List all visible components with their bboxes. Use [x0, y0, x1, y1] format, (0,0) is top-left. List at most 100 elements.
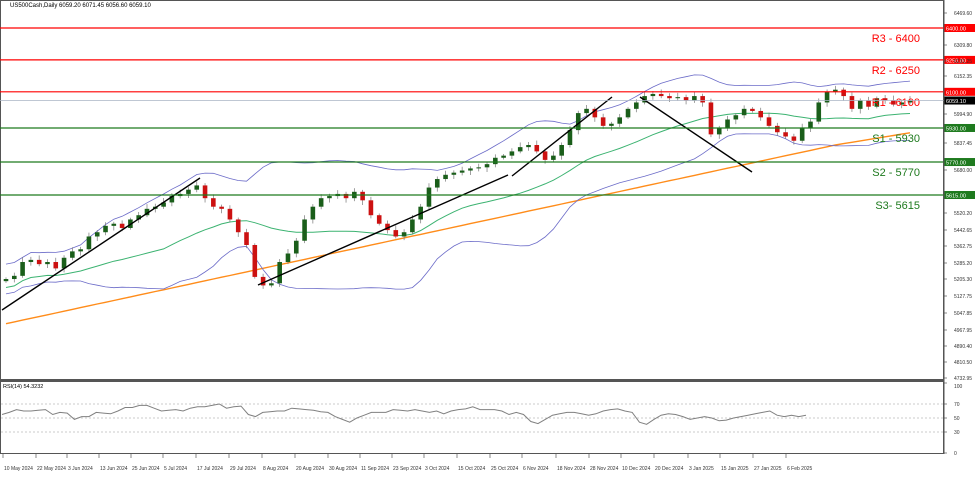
- candle-body: [658, 93, 664, 97]
- candle-body: [559, 145, 564, 156]
- candle-body: [625, 108, 631, 118]
- levels-layer: R3 - 6400 6400.00 R2 - 6250 6250.00 R1 - 610…: [0, 24, 975, 212]
- candle-body: [70, 251, 75, 258]
- candle-body: [144, 208, 150, 216]
- candle-body: [28, 259, 34, 263]
- level-price-tag: [944, 87, 975, 96]
- date-tick-label: 22 May 2024: [37, 466, 66, 472]
- price-tick-label: 5837.45: [954, 141, 972, 147]
- candle-body: [235, 219, 241, 233]
- level-label-r3: R3 - 6400: [872, 33, 920, 45]
- level-label-s2: S2 - 5770: [872, 167, 920, 179]
- candle-body: [758, 110, 764, 118]
- candle-body: [692, 96, 697, 101]
- level-price-text: 5770.00: [946, 161, 966, 167]
- candle-body: [111, 223, 117, 226]
- trendline[interactable]: [1, 177, 201, 311]
- candle-body: [376, 215, 382, 224]
- candle-body: [708, 102, 714, 135]
- date-tick-label: 8 Aug 2024: [263, 466, 289, 472]
- date-tick-label: 27 Jan 2025: [754, 466, 782, 472]
- candle-body: [567, 130, 573, 146]
- candle-body: [434, 179, 440, 188]
- symbol-header: US500Cash,Daily 6059.20 6071.45 6056.60 …: [10, 3, 151, 9]
- level-price-text: 6400.00: [946, 27, 966, 33]
- candle-body: [443, 174, 448, 180]
- trendline[interactable]: [639, 96, 753, 173]
- candle-body: [634, 102, 639, 109]
- candle-body: [526, 145, 531, 148]
- date-tick-label: 15 Oct 2024: [458, 466, 485, 472]
- candle-body: [891, 100, 896, 105]
- rsi-panel-frame: [0, 381, 944, 454]
- trendline[interactable]: [511, 96, 613, 177]
- date-tick-label: 6 Nov 2024: [523, 466, 549, 472]
- level-label-s3: S3- 5615: [875, 200, 920, 212]
- level-label-r2: R2 - 6250: [872, 65, 920, 77]
- date-tick-label: 3 Oct 2024: [425, 466, 450, 472]
- candle-body: [360, 191, 365, 201]
- candle-body: [385, 223, 390, 231]
- candle-body: [683, 97, 689, 101]
- candle-body: [600, 117, 606, 126]
- candle-body: [509, 151, 515, 156]
- bollinger-lower: [5, 133, 911, 295]
- date-tick-label: 29 Jul 2024: [230, 466, 256, 472]
- level-price-text: 5930.00: [946, 126, 966, 132]
- candle-body: [741, 108, 747, 116]
- price-tick-label: 5127.75: [954, 294, 972, 300]
- price-tick-label: 6231.25: [954, 59, 972, 65]
- candle-body: [219, 206, 224, 209]
- date-tick-label: 10 Dec 2024: [622, 466, 651, 472]
- candle-body: [269, 283, 274, 286]
- candle-body: [716, 127, 722, 135]
- price-tick-label: 4732.95: [954, 376, 972, 382]
- trendline[interactable]: [257, 174, 509, 286]
- candle-body: [451, 172, 457, 175]
- candle-body: [667, 96, 672, 99]
- candle-body: [484, 164, 490, 168]
- date-tick-label: 25 Jun 2024: [132, 466, 160, 472]
- rsi-tick-label: 30: [954, 430, 960, 436]
- candle-body: [700, 96, 705, 103]
- price-tick-label: 5205.30: [954, 277, 972, 283]
- date-tick-label: 28 Nov 2024: [590, 466, 619, 472]
- level-price-tag: [944, 123, 975, 132]
- price-tick-label: 5047.85: [954, 311, 972, 317]
- candle-body: [775, 125, 780, 133]
- date-tick-label: 6 Feb 2025: [787, 466, 813, 472]
- candle-body: [799, 127, 805, 141]
- rsi-panel: 100 70 50 30 0: [1, 382, 963, 457]
- candle-body: [36, 259, 42, 265]
- candle-body: [517, 147, 523, 152]
- candle-body: [857, 100, 863, 109]
- date-tick-label: 3 Jan 2025: [689, 466, 714, 472]
- ma-slow-line: [5, 132, 911, 325]
- price-layer: [1, 74, 913, 325]
- date-tick-label: 5 Jul 2024: [164, 466, 187, 472]
- price-tick-label: 5680.00: [954, 168, 972, 174]
- candle-body: [459, 170, 465, 173]
- candle-body: [11, 275, 17, 280]
- candle-body: [866, 100, 871, 107]
- candle-body: [791, 136, 797, 141]
- candle-body: [410, 219, 415, 233]
- date-tick-label: 18 Nov 2024: [557, 466, 586, 472]
- candle-body: [841, 89, 846, 97]
- candle-body: [293, 240, 299, 254]
- level-price-tag: [944, 191, 975, 199]
- level-price-text: 6100.00: [946, 90, 966, 96]
- price-tick-label: 5442.65: [954, 228, 972, 234]
- level-price-text: 5615.00: [946, 194, 966, 200]
- candle-body: [277, 262, 282, 284]
- candle-body: [260, 276, 266, 286]
- candle-body: [103, 225, 108, 233]
- date-tick-label: 15 Jan 2025: [721, 466, 749, 472]
- candle-body: [476, 167, 482, 169]
- price-tick-label: 5520.20: [954, 211, 972, 217]
- level-price-tag: [944, 158, 975, 167]
- candle-body: [136, 215, 141, 220]
- current-price-text: 6059.10: [946, 99, 966, 105]
